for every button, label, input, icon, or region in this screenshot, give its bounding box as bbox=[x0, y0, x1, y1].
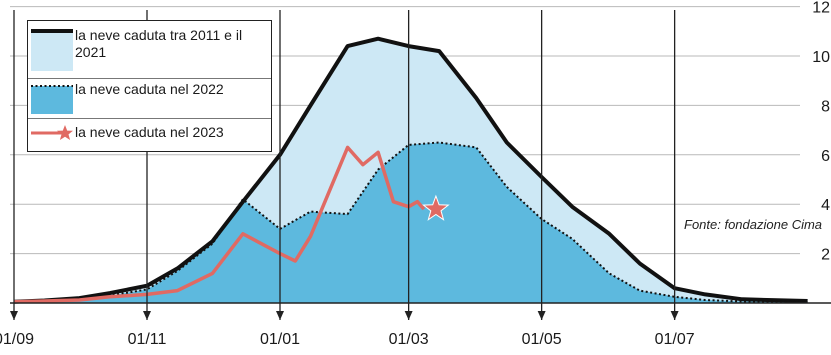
x-tick-arrow bbox=[143, 311, 151, 320]
x-axis-labels: 01/09 01/11 01/01 01/03 01/05 01/07 bbox=[0, 331, 695, 348]
legend-divider bbox=[28, 118, 271, 119]
legend-item-2011-2021: la neve caduta tra 2011 e il 2021 bbox=[28, 27, 271, 71]
legend-label-2023: la neve caduta nel 2023 bbox=[75, 124, 224, 140]
legend-swatch-2011-2021 bbox=[31, 29, 73, 71]
x-tick-label: 01/11 bbox=[128, 331, 167, 348]
x-tick-arrow bbox=[537, 311, 546, 320]
legend-label-2022: la neve caduta nel 2022 bbox=[75, 81, 224, 97]
series-2023-star-marker bbox=[422, 194, 450, 221]
legend: la neve caduta tra 2011 e il 2021 la nev… bbox=[27, 20, 272, 152]
x-tick-label: 01/03 bbox=[389, 331, 429, 348]
y-tick-label: 2 bbox=[821, 247, 830, 264]
y-axis-labels: 2 4 6 8 10 12 bbox=[812, 0, 830, 264]
source-text: Fonte: fondazione Cima bbox=[684, 217, 823, 232]
x-tick-arrow bbox=[10, 311, 18, 320]
x-tick-arrow bbox=[404, 311, 413, 320]
y-tick-label: 6 bbox=[821, 148, 830, 165]
y-tick-label: 10 bbox=[812, 49, 830, 66]
x-tick-arrow bbox=[276, 311, 284, 320]
legend-label-2011-2021: la neve caduta tra 2011 e il 2021 bbox=[75, 27, 243, 60]
legend-item-2023: la neve caduta nel 2023 bbox=[28, 121, 271, 149]
x-tick-label: 01/05 bbox=[522, 331, 562, 348]
series-2023-line bbox=[13, 145, 426, 304]
series-2011-2021-line bbox=[13, 36, 808, 304]
y-tick-label: 12 bbox=[812, 0, 830, 17]
y-tick-label: 8 bbox=[821, 98, 830, 115]
y-tick-label: 4 bbox=[821, 197, 830, 214]
legend-item-2022: la neve caduta nel 2022 bbox=[28, 81, 271, 114]
legend-swatch-2023 bbox=[31, 125, 73, 140]
legend-swatch-2022 bbox=[31, 85, 73, 114]
series-2022-area bbox=[14, 142, 808, 303]
x-tick-label: 01/09 bbox=[0, 331, 34, 348]
source-note: Fonte: fondazione Cima bbox=[684, 216, 822, 234]
x-tick-label: 01/07 bbox=[655, 331, 695, 348]
series-2022-line bbox=[13, 141, 808, 303]
x-tick-label: 01/01 bbox=[260, 331, 300, 348]
x-tick-arrow bbox=[670, 311, 679, 320]
legend-divider bbox=[28, 78, 271, 79]
